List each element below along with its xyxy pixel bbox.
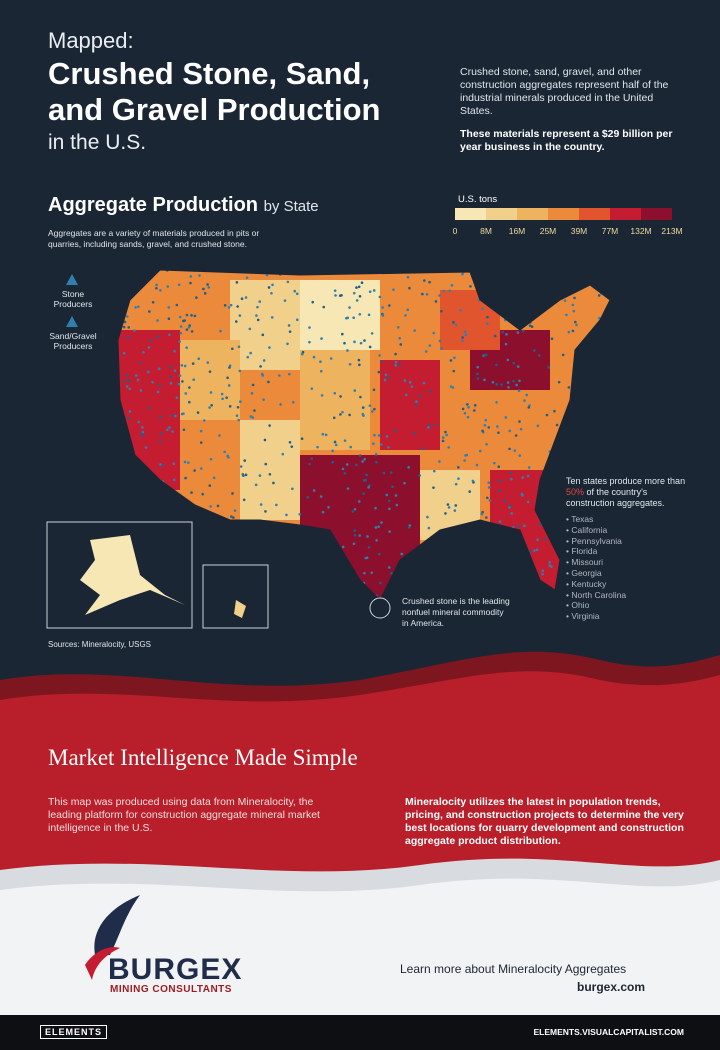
legend-title: U.S. tons [458, 194, 498, 205]
callout-text: Ten states produce more than [566, 476, 686, 486]
state: California [566, 525, 626, 536]
marker-label: Sand/Gravel Producers [49, 331, 97, 351]
logo-sub: MINING CONSULTANTS [110, 984, 232, 995]
callout-highlight: 50% [566, 487, 585, 497]
state-list: TexasCaliforniaPennsylvaniaFloridaMissou… [566, 514, 626, 622]
legend-label: 8M [480, 226, 492, 236]
legend-swatch [610, 208, 641, 220]
legend-label: 132M [630, 226, 652, 236]
legend-swatch [579, 208, 610, 220]
map-title-suffix: by State [263, 198, 319, 215]
state: Ohio [566, 600, 626, 611]
map-title-main: Aggregate Production [48, 194, 259, 216]
brand: ELEMENTS [40, 1025, 108, 1039]
legend-swatch [641, 208, 672, 220]
intro-highlight: These materials represent a $29 billion … [460, 128, 673, 153]
state: Georgia [566, 568, 626, 579]
legend-swatch [486, 208, 517, 220]
map-description: Aggregates are a variety of materials pr… [48, 228, 260, 249]
state: Kentucky [566, 579, 626, 590]
legend-label: 213M [661, 226, 683, 236]
site[interactable]: ELEMENTS.VISUALCAPITALIST.COM [533, 1027, 685, 1037]
section-text: Mineralocity utilizes the latest in popu… [405, 796, 684, 847]
callout: Ten states produce more than 50% of the … [566, 476, 686, 509]
section-title: Market Intelligence Made Simple [48, 745, 358, 770]
state: Pennsylvania [566, 536, 626, 547]
kicker: Mapped: [48, 28, 134, 53]
intro: Crushed stone, sand, gravel, and other c… [460, 66, 669, 117]
logo: BURGEX [108, 953, 243, 986]
title-suffix: in the U.S. [48, 131, 147, 154]
legend-label: 77M [601, 226, 619, 236]
callout-text: of the country's construction aggregates… [566, 487, 665, 508]
title: Crushed Stone, Sand, and Gravel Productio… [48, 56, 380, 128]
state: Virginia [566, 611, 626, 622]
cta[interactable]: Learn more about Mineralocity Aggregates [400, 962, 627, 976]
legend-label: 0 [452, 226, 458, 236]
note: Crushed stone is the leading nonfuel min… [402, 596, 510, 628]
legend-label: 16M [508, 226, 526, 236]
map-title: Aggregate Production by State [48, 194, 319, 217]
state: North Carolina [566, 590, 626, 601]
sources: Sources: Mineralocity, USGS [48, 640, 151, 649]
url[interactable]: burgex.com [577, 980, 646, 994]
title-line: Crushed Stone, Sand, [48, 56, 371, 91]
legend-label: 25M [539, 226, 557, 236]
legend-swatch [517, 208, 548, 220]
legend-label: 39M [570, 226, 588, 236]
title-line: and Gravel Production [48, 92, 381, 127]
state: Missouri [566, 557, 626, 568]
legend-swatch [548, 208, 579, 220]
state: Florida [566, 546, 626, 557]
marker-label: Stone Producers [53, 289, 93, 309]
legend-swatch [455, 208, 486, 220]
section-text: This map was produced using data from Mi… [48, 796, 320, 834]
state: Texas [566, 514, 626, 525]
